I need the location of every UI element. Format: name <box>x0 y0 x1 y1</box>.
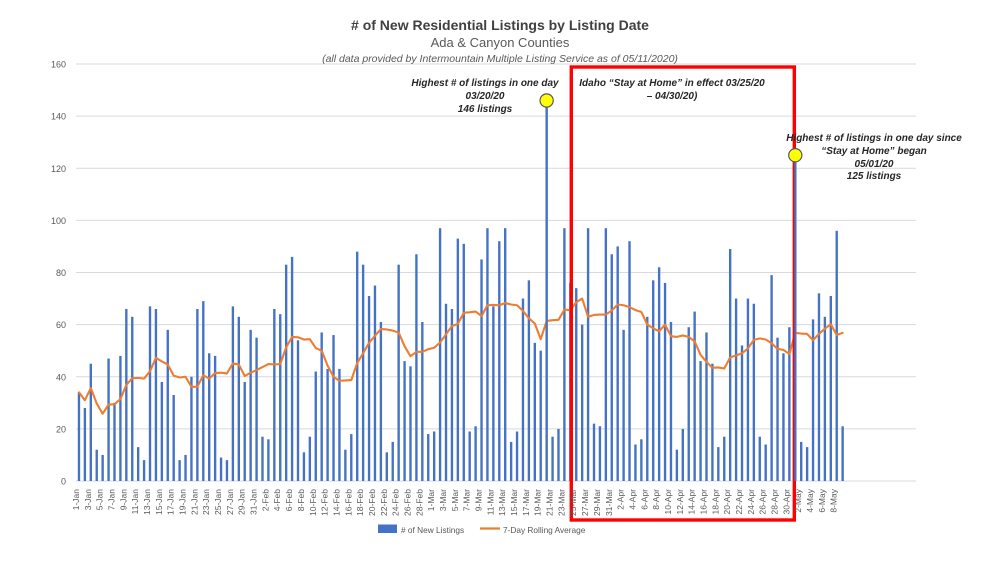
svg-text:22-Feb: 22-Feb <box>379 489 389 516</box>
svg-text:8-May: 8-May <box>829 488 839 512</box>
svg-text:2-Apr: 2-Apr <box>616 489 626 510</box>
svg-text:28-Apr: 28-Apr <box>770 489 780 515</box>
svg-text:9-Jan: 9-Jan <box>118 489 128 511</box>
svg-text:7-Jan: 7-Jan <box>106 489 116 511</box>
svg-text:12-Apr: 12-Apr <box>675 489 685 515</box>
svg-text:24-Apr: 24-Apr <box>746 489 756 515</box>
svg-text:13-Jan: 13-Jan <box>142 489 152 515</box>
svg-text:16-Feb: 16-Feb <box>343 489 353 516</box>
svg-text:8-Apr: 8-Apr <box>651 489 661 510</box>
svg-text:0: 0 <box>61 477 66 487</box>
svg-text:17-Mar: 17-Mar <box>521 489 531 516</box>
svg-text:14-Apr: 14-Apr <box>687 489 697 515</box>
svg-text:25-Jan: 25-Jan <box>213 489 223 515</box>
svg-text:29-Mar: 29-Mar <box>592 489 602 516</box>
svg-text:26-Feb: 26-Feb <box>402 489 412 516</box>
svg-text:19-Mar: 19-Mar <box>533 489 543 516</box>
svg-text:5-Jan: 5-Jan <box>95 489 105 511</box>
svg-text:13-Mar: 13-Mar <box>497 489 507 516</box>
svg-text:8-Feb: 8-Feb <box>296 489 306 511</box>
svg-text:20: 20 <box>56 424 66 434</box>
svg-text:18-Feb: 18-Feb <box>355 489 365 516</box>
svg-text:2-May: 2-May <box>793 488 803 512</box>
svg-text:23-Mar: 23-Mar <box>556 489 566 516</box>
svg-text:16-Apr: 16-Apr <box>698 489 708 515</box>
svg-text:26-Apr: 26-Apr <box>758 489 768 515</box>
svg-text:21-Jan: 21-Jan <box>189 489 199 515</box>
svg-text:23-Jan: 23-Jan <box>201 489 211 515</box>
svg-text:30-Apr: 30-Apr <box>781 489 791 515</box>
svg-text:140: 140 <box>51 112 66 122</box>
svg-text:3-Mar: 3-Mar <box>438 489 448 511</box>
svg-text:22-Apr: 22-Apr <box>734 489 744 515</box>
svg-text:21-Mar: 21-Mar <box>545 489 555 516</box>
svg-text:7-Day Rolling Average: 7-Day Rolling Average <box>503 525 586 535</box>
svg-text:25-Mar: 25-Mar <box>568 489 578 516</box>
svg-text:17-Jan: 17-Jan <box>166 489 176 515</box>
svg-text:5-Mar: 5-Mar <box>450 489 460 511</box>
svg-text:15-Jan: 15-Jan <box>154 489 164 515</box>
svg-text:19-Jan: 19-Jan <box>178 489 188 515</box>
svg-text:1-Mar: 1-Mar <box>426 489 436 511</box>
svg-text:28-Feb: 28-Feb <box>414 489 424 516</box>
svg-text:6-Feb: 6-Feb <box>284 489 294 511</box>
svg-text:12-Feb: 12-Feb <box>320 489 330 516</box>
svg-text:11-Jan: 11-Jan <box>130 489 140 515</box>
svg-text:14-Feb: 14-Feb <box>331 489 341 516</box>
svg-text:2-Feb: 2-Feb <box>260 489 270 511</box>
svg-text:# of New Listings: # of New Listings <box>401 525 464 535</box>
svg-text:31-Jan: 31-Jan <box>249 489 259 515</box>
svg-text:3-Jan: 3-Jan <box>83 489 93 511</box>
svg-text:27-Mar: 27-Mar <box>580 489 590 516</box>
svg-text:20-Apr: 20-Apr <box>722 489 732 515</box>
svg-text:120: 120 <box>51 164 66 174</box>
svg-text:10-Apr: 10-Apr <box>663 489 673 515</box>
svg-text:4-May: 4-May <box>805 488 815 512</box>
svg-text:6-Apr: 6-Apr <box>639 489 649 510</box>
svg-text:7-Mar: 7-Mar <box>462 489 472 511</box>
svg-text:60: 60 <box>56 320 66 330</box>
svg-text:20-Feb: 20-Feb <box>367 489 377 516</box>
svg-text:80: 80 <box>56 268 66 278</box>
svg-text:9-Mar: 9-Mar <box>474 489 484 511</box>
svg-text:10-Feb: 10-Feb <box>308 489 318 516</box>
svg-text:24-Feb: 24-Feb <box>391 489 401 516</box>
svg-text:4-Feb: 4-Feb <box>272 489 282 511</box>
svg-text:100: 100 <box>51 216 66 226</box>
svg-text:1-Jan: 1-Jan <box>71 489 81 511</box>
svg-text:31-Mar: 31-Mar <box>604 489 614 516</box>
svg-text:18-Apr: 18-Apr <box>710 489 720 515</box>
svg-text:15-Mar: 15-Mar <box>509 489 519 516</box>
svg-text:6-May: 6-May <box>817 488 827 512</box>
svg-text:29-Jan: 29-Jan <box>237 489 247 515</box>
svg-text:40: 40 <box>56 372 66 382</box>
svg-text:27-Jan: 27-Jan <box>225 489 235 515</box>
svg-text:4-Apr: 4-Apr <box>627 489 637 510</box>
svg-text:11-Mar: 11-Mar <box>485 489 495 515</box>
